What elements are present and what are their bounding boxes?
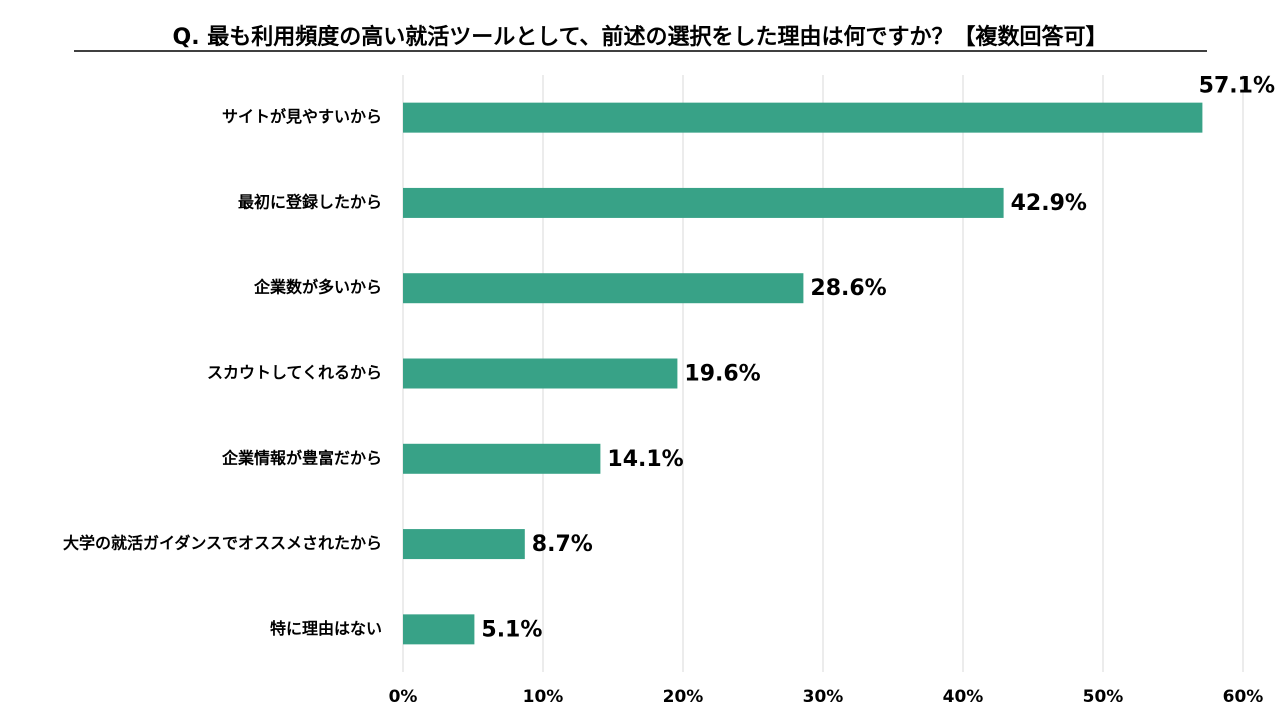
- bar: [403, 187, 1004, 218]
- x-tick-label: 30%: [803, 687, 844, 707]
- x-tick-label: 20%: [663, 687, 704, 707]
- category-label: 大学の就活ガイダンスでオススメされたから: [63, 534, 382, 553]
- x-tick-label: 40%: [943, 687, 984, 707]
- bar: [403, 273, 804, 304]
- category-label: 特に理由はない: [270, 619, 382, 638]
- x-tick-label: 60%: [1223, 687, 1264, 707]
- bar: [403, 614, 475, 645]
- x-tick-label: 50%: [1083, 687, 1124, 707]
- category-label: 最初に登録したから: [238, 192, 382, 211]
- value-label: 8.7%: [532, 532, 593, 557]
- bar: [403, 443, 601, 474]
- value-label: 57.1%: [1199, 74, 1275, 99]
- category-label: サイトが見やすいから: [222, 107, 382, 126]
- value-label: 5.1%: [481, 617, 542, 642]
- bar: [403, 358, 678, 389]
- bar: [403, 529, 525, 560]
- x-tick-label: 10%: [523, 687, 564, 707]
- value-label: 42.9%: [1011, 191, 1087, 216]
- value-label: 28.6%: [810, 276, 886, 301]
- category-label: 企業情報が豊富だから: [221, 448, 382, 467]
- category-label: スカウトしてくれるから: [207, 363, 382, 382]
- value-label: 19.6%: [684, 362, 760, 387]
- bar: [403, 102, 1203, 133]
- x-tick-label: 0%: [389, 687, 418, 707]
- chart-title: Q. 最も利用頻度の高い就活ツールとして、前述の選択をした理由は何ですか？【複数…: [173, 24, 1108, 50]
- category-label: 企業数が多いから: [253, 278, 382, 297]
- value-label: 14.1%: [607, 447, 683, 472]
